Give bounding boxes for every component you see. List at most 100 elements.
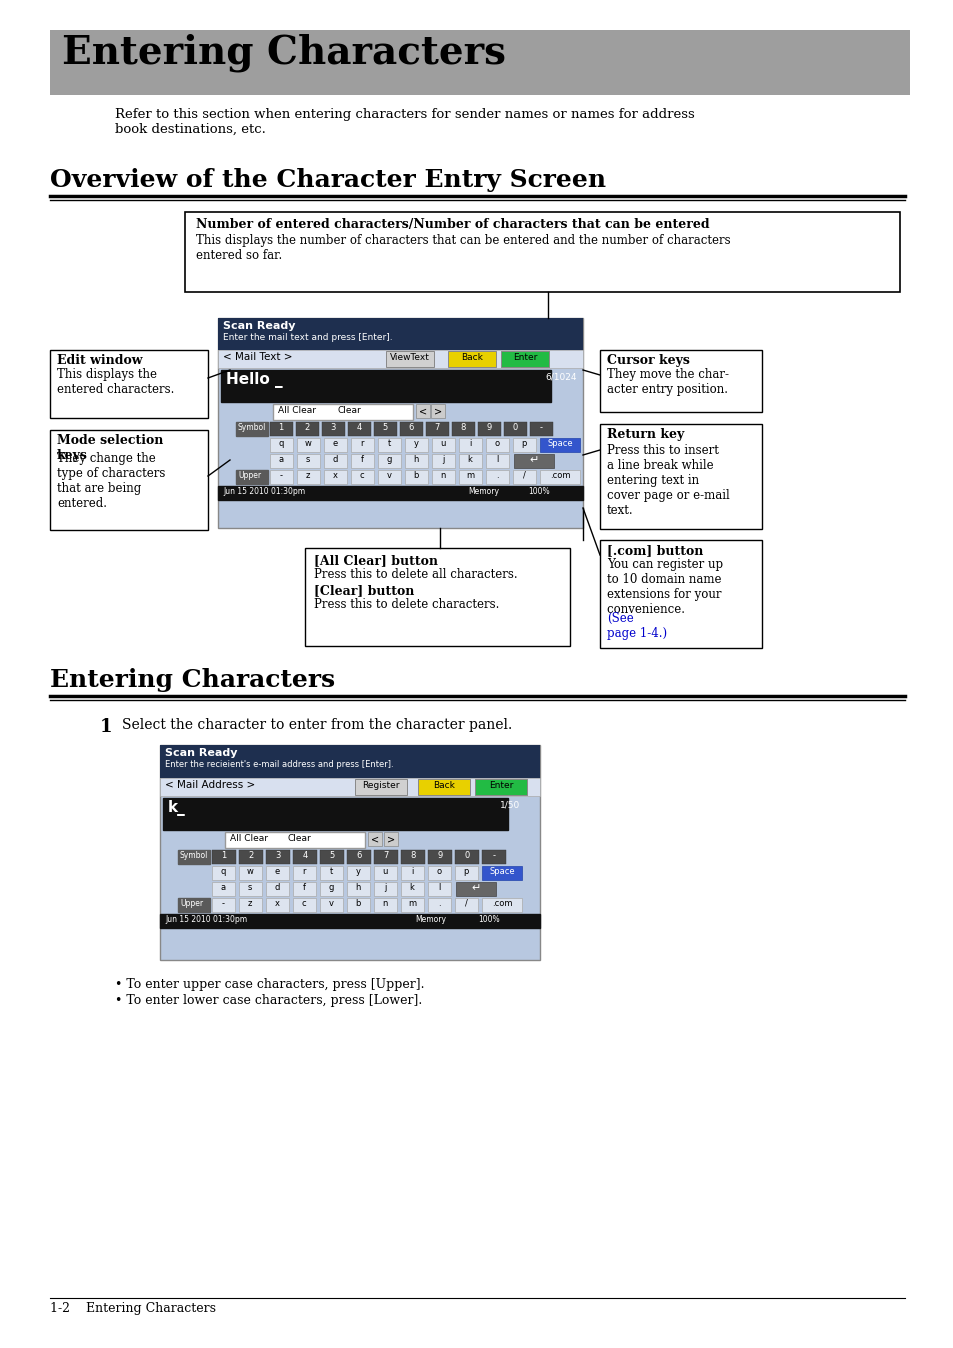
FancyBboxPatch shape: [351, 438, 374, 452]
FancyBboxPatch shape: [426, 422, 449, 435]
FancyBboxPatch shape: [539, 470, 579, 484]
Text: 1-2    Entering Characters: 1-2 Entering Characters: [50, 1302, 215, 1316]
Text: Enter the recieient's e-mail address and press [Enter].: Enter the recieient's e-mail address and…: [165, 760, 394, 768]
Text: < Mail Text >: < Mail Text >: [223, 352, 293, 363]
FancyBboxPatch shape: [50, 430, 208, 530]
Text: 2: 2: [304, 423, 310, 431]
FancyBboxPatch shape: [417, 779, 470, 795]
FancyBboxPatch shape: [296, 470, 319, 484]
Text: k: k: [409, 883, 414, 892]
FancyBboxPatch shape: [374, 851, 397, 864]
Text: Edit window: Edit window: [57, 355, 142, 367]
FancyBboxPatch shape: [348, 422, 371, 435]
Text: • To enter lower case characters, press [Lower].: • To enter lower case characters, press …: [115, 993, 422, 1007]
FancyBboxPatch shape: [239, 865, 262, 880]
Text: Space: Space: [489, 867, 515, 876]
Text: 8: 8: [460, 423, 465, 431]
FancyBboxPatch shape: [212, 865, 234, 880]
Text: p: p: [520, 439, 526, 448]
Text: Space: Space: [547, 439, 572, 448]
FancyBboxPatch shape: [386, 350, 434, 367]
Text: 100%: 100%: [527, 487, 549, 496]
FancyBboxPatch shape: [347, 865, 370, 880]
FancyBboxPatch shape: [50, 30, 909, 94]
Text: All Clear: All Clear: [277, 406, 315, 415]
Text: a: a: [278, 456, 283, 464]
Text: Symbol: Symbol: [237, 423, 266, 431]
FancyBboxPatch shape: [458, 438, 481, 452]
FancyBboxPatch shape: [432, 438, 455, 452]
Text: w: w: [246, 867, 253, 876]
FancyBboxPatch shape: [405, 454, 428, 468]
FancyBboxPatch shape: [319, 898, 343, 913]
FancyBboxPatch shape: [160, 745, 539, 778]
FancyBboxPatch shape: [432, 470, 455, 484]
FancyBboxPatch shape: [266, 882, 289, 896]
Text: Jun 15 2010 01:30pm: Jun 15 2010 01:30pm: [165, 915, 247, 923]
FancyBboxPatch shape: [455, 851, 478, 864]
Text: ↵: ↵: [471, 883, 480, 892]
Text: d: d: [332, 456, 337, 464]
FancyBboxPatch shape: [513, 470, 536, 484]
FancyBboxPatch shape: [431, 404, 444, 418]
FancyBboxPatch shape: [239, 851, 263, 864]
FancyBboxPatch shape: [163, 798, 507, 830]
Text: r: r: [360, 439, 363, 448]
FancyBboxPatch shape: [178, 851, 210, 864]
Text: 5: 5: [382, 423, 387, 431]
Text: a: a: [220, 883, 225, 892]
Text: Select the character to enter from the character panel.: Select the character to enter from the c…: [122, 718, 512, 732]
Text: s: s: [248, 883, 252, 892]
Text: 9: 9: [436, 851, 442, 860]
Text: Mode selection
keys: Mode selection keys: [57, 434, 163, 462]
Text: 6: 6: [355, 851, 361, 860]
Text: Enter: Enter: [513, 353, 537, 363]
Text: Number of entered characters/Number of characters that can be entered: Number of entered characters/Number of c…: [195, 218, 709, 231]
Text: j: j: [441, 456, 444, 464]
FancyBboxPatch shape: [322, 422, 345, 435]
FancyBboxPatch shape: [160, 778, 539, 797]
Text: [.com] button: [.com] button: [606, 545, 702, 557]
FancyBboxPatch shape: [270, 422, 293, 435]
Text: b: b: [355, 899, 360, 909]
FancyBboxPatch shape: [295, 422, 318, 435]
FancyBboxPatch shape: [225, 832, 365, 848]
Text: Back: Back: [433, 780, 455, 790]
Text: Upper: Upper: [180, 899, 203, 909]
Text: u: u: [440, 439, 445, 448]
Text: Return key: Return key: [606, 429, 683, 441]
FancyBboxPatch shape: [212, 898, 234, 913]
FancyBboxPatch shape: [481, 898, 521, 913]
Text: Press this to delete characters.: Press this to delete characters.: [314, 599, 498, 611]
Text: f: f: [360, 456, 363, 464]
FancyBboxPatch shape: [305, 549, 569, 646]
Text: Hello _: Hello _: [226, 372, 282, 388]
FancyBboxPatch shape: [319, 865, 343, 880]
Text: 7: 7: [434, 423, 439, 431]
FancyBboxPatch shape: [218, 318, 582, 528]
FancyBboxPatch shape: [485, 470, 509, 484]
Text: c: c: [359, 470, 364, 480]
Text: -: -: [539, 423, 542, 431]
Text: Entering Characters: Entering Characters: [50, 669, 335, 692]
FancyBboxPatch shape: [293, 865, 315, 880]
Text: 3: 3: [330, 423, 335, 431]
Text: Symbol: Symbol: [180, 851, 208, 860]
FancyBboxPatch shape: [513, 438, 536, 452]
Text: .: .: [496, 470, 497, 480]
FancyBboxPatch shape: [212, 882, 234, 896]
FancyBboxPatch shape: [160, 914, 539, 927]
Text: 2: 2: [248, 851, 253, 860]
FancyBboxPatch shape: [514, 454, 554, 468]
Text: m: m: [408, 899, 416, 909]
Text: p: p: [463, 867, 468, 876]
Text: Overview of the Character Entry Screen: Overview of the Character Entry Screen: [50, 168, 605, 191]
Text: w: w: [304, 439, 311, 448]
FancyBboxPatch shape: [405, 470, 428, 484]
FancyBboxPatch shape: [452, 422, 475, 435]
Text: o: o: [494, 439, 499, 448]
Text: 6: 6: [408, 423, 414, 431]
FancyBboxPatch shape: [218, 350, 582, 368]
Text: r: r: [302, 867, 305, 876]
Text: i: i: [468, 439, 471, 448]
